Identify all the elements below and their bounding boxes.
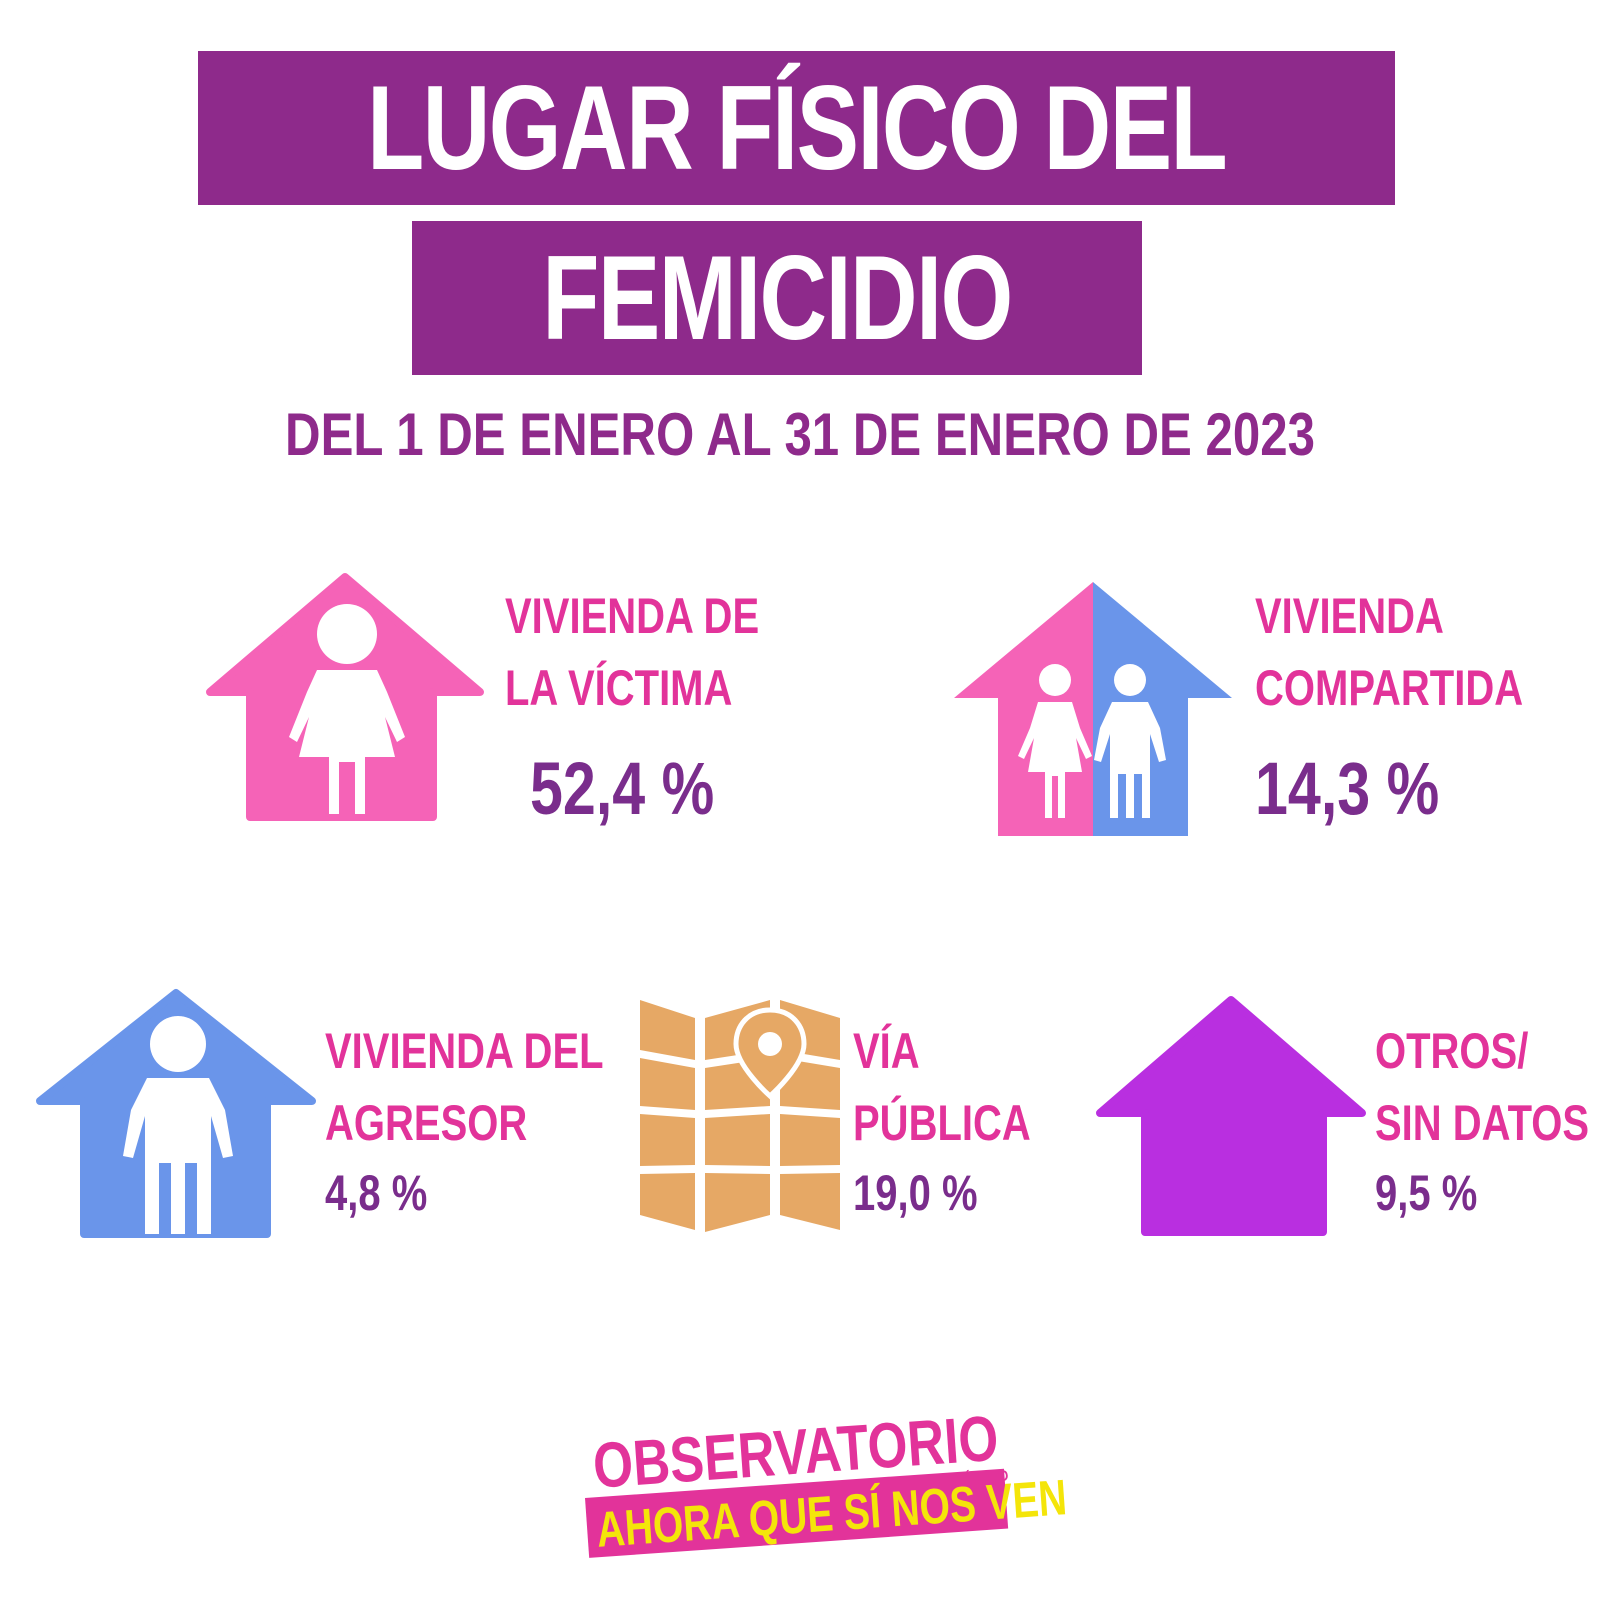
date-range-subtitle: DEL 1 DE ENERO AL 31 DE ENERO DE 2023 [0, 405, 1600, 465]
date-range-text: DEL 1 DE ENERO AL 31 DE ENERO DE 2023 [285, 401, 1315, 468]
map-pin-icon [640, 1000, 840, 1232]
category-label-public-road: VÍA PÚBLICA [853, 1023, 1031, 1151]
title-band-2: FEMICIDIO [412, 221, 1142, 375]
house-woman-icon [206, 573, 484, 821]
house-man-icon [36, 989, 316, 1238]
category-value-others: 9,5 % [1375, 1165, 1478, 1221]
house-shared-icon [954, 582, 1232, 836]
category-label-shared-home: VIVIENDA COMPARTIDA [1255, 588, 1524, 716]
category-label-aggressor-home: VIVIENDA DEL AGRESOR [325, 1023, 604, 1151]
page-title-line-1: LUGAR FÍSICO DEL [366, 61, 1228, 195]
category-value-public-road: 19,0 % [853, 1165, 978, 1221]
observatorio-logo: OBSERVATORIO DE LAS VIOLENCIAS DE GÉNERO… [585, 1400, 1069, 1580]
category-value-aggressor-home: 4,8 % [325, 1165, 428, 1221]
title-band-1: LUGAR FÍSICO DEL [198, 51, 1395, 205]
category-label-victim-home: VIVIENDA DE LA VÍCTIMA [505, 588, 760, 716]
page-title-line-2: FEMICIDIO [542, 231, 1013, 365]
house-icon [1096, 996, 1366, 1236]
category-label-others: OTROS/ SIN DATOS [1375, 1023, 1590, 1151]
category-value-victim-home: 52,4 % [530, 747, 715, 830]
category-value-shared-home: 14,3 % [1255, 747, 1440, 830]
